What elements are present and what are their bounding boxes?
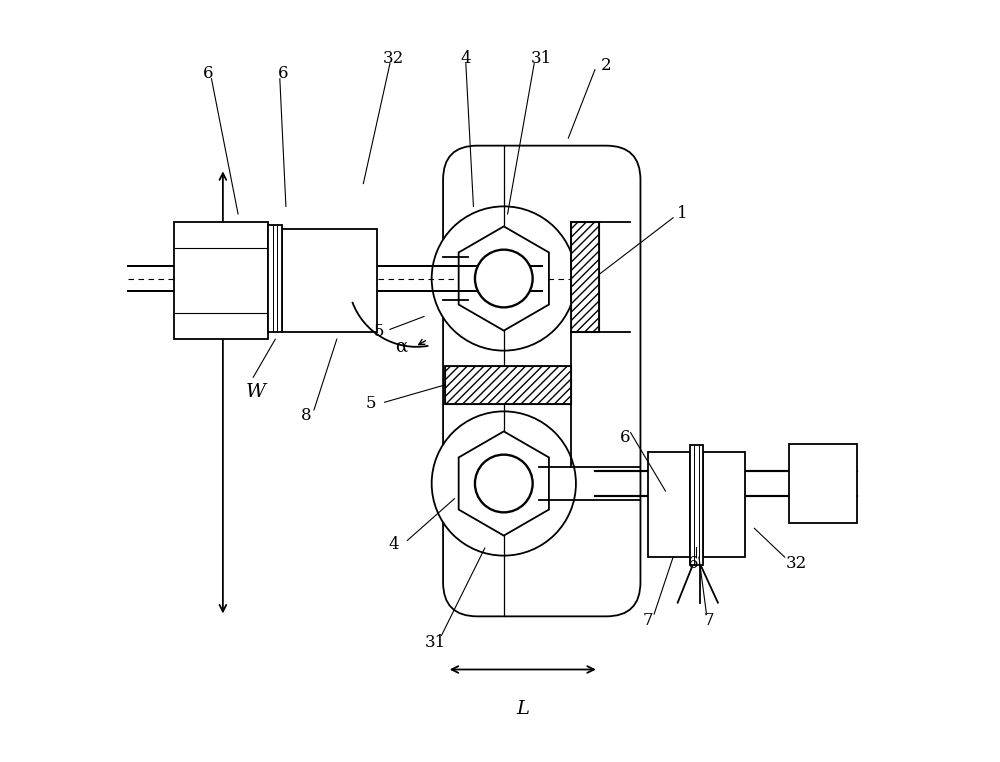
Text: 5: 5 [366,395,376,412]
Text: 7: 7 [643,612,653,629]
Text: W: W [246,383,266,402]
Text: 6: 6 [688,555,699,572]
Text: 6: 6 [202,65,213,82]
Bar [703,453,745,557]
Bar [648,453,690,557]
Polygon shape [459,226,549,331]
Bar [571,222,599,331]
Bar [174,222,268,339]
Text: 32: 32 [785,555,807,572]
Text: 5: 5 [373,323,384,340]
Bar [789,444,857,523]
Bar [571,222,599,331]
Text: α: α [395,338,407,356]
Text: 8: 8 [301,407,312,424]
Bar [282,229,377,331]
Polygon shape [459,431,549,536]
Text: 1: 1 [677,206,688,223]
Circle shape [432,207,576,351]
Circle shape [475,455,533,512]
Bar [445,366,571,404]
Text: 31: 31 [425,635,446,652]
Text: 6: 6 [278,65,289,82]
Circle shape [475,250,533,307]
Text: 32: 32 [383,50,404,67]
Text: 4: 4 [461,50,471,67]
Text: 2: 2 [601,57,612,75]
FancyBboxPatch shape [443,146,640,616]
Bar [690,445,703,565]
Circle shape [432,411,576,555]
Bar [445,366,571,404]
Text: 7: 7 [703,612,714,629]
Text: 4: 4 [388,536,399,552]
Bar [268,226,282,331]
Text: 31: 31 [531,50,552,67]
Text: L: L [516,700,529,718]
Text: 6: 6 [620,430,631,447]
